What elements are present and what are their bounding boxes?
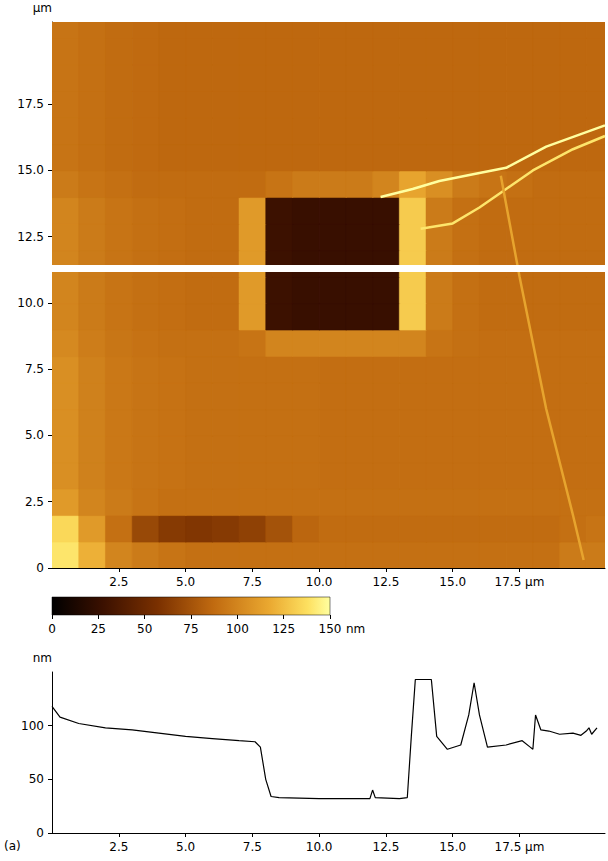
svg-text:12.5: 12.5 — [17, 230, 44, 244]
svg-text:125: 125 — [272, 622, 295, 636]
svg-text:50: 50 — [29, 772, 44, 786]
svg-text:7.5: 7.5 — [243, 575, 262, 589]
svg-text:2.5: 2.5 — [109, 840, 128, 854]
svg-text:50: 50 — [137, 622, 152, 636]
svg-text:7.5: 7.5 — [25, 362, 44, 376]
svg-text:0: 0 — [36, 826, 44, 840]
svg-text:150: 150 — [319, 622, 342, 636]
svg-text:10.0: 10.0 — [306, 575, 333, 589]
svg-text:nm: nm — [346, 622, 365, 636]
svg-text:nm: nm — [33, 651, 52, 665]
svg-text:12.5: 12.5 — [373, 840, 400, 854]
svg-text:15.0: 15.0 — [439, 575, 466, 589]
svg-text:10.0: 10.0 — [306, 840, 333, 854]
svg-text:5.0: 5.0 — [25, 428, 44, 442]
svg-text:15.0: 15.0 — [17, 163, 44, 177]
svg-text:75: 75 — [183, 622, 198, 636]
svg-text:100: 100 — [21, 719, 44, 733]
svg-text:15.0: 15.0 — [439, 840, 466, 854]
svg-text:0: 0 — [48, 622, 56, 636]
svg-text:0: 0 — [36, 561, 44, 575]
svg-text:5.0: 5.0 — [176, 575, 195, 589]
svg-text:17.5 µm: 17.5 µm — [495, 575, 545, 589]
svg-text:17.5: 17.5 — [17, 97, 44, 111]
svg-text:25: 25 — [91, 622, 106, 636]
svg-text:10.0: 10.0 — [17, 296, 44, 310]
svg-text:2.5: 2.5 — [25, 495, 44, 509]
svg-text:5.0: 5.0 — [176, 840, 195, 854]
svg-text:17.5 µm: 17.5 µm — [495, 840, 545, 854]
svg-text:7.5: 7.5 — [243, 840, 262, 854]
svg-text:(a): (a) — [4, 839, 21, 853]
svg-text:2.5: 2.5 — [109, 575, 128, 589]
svg-text:µm: µm — [33, 1, 52, 15]
svg-text:12.5: 12.5 — [373, 575, 400, 589]
svg-text:100: 100 — [226, 622, 249, 636]
